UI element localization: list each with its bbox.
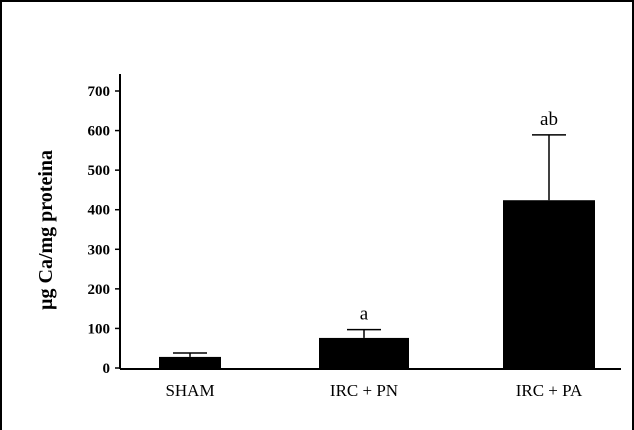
y-tick-label: 300: [88, 242, 111, 258]
x-axis: SHAM IRC + PN IRC + PA: [120, 368, 621, 400]
significance-label: a: [360, 304, 369, 325]
y-tick-label: 600: [88, 124, 111, 140]
y-tick-label: 400: [88, 203, 111, 219]
x-category-label: IRC + PA: [516, 381, 583, 400]
y-axis: 0 100 200 300 400 500 600 700: [88, 74, 121, 377]
bar: [503, 200, 595, 368]
x-category-label: SHAM: [165, 381, 214, 400]
bars: a ab: [159, 109, 595, 368]
y-tick-label: 200: [88, 282, 111, 298]
x-category-label: IRC + PN: [330, 381, 398, 400]
y-axis-title: µg Ca/mg proteina: [35, 150, 57, 310]
y-tick-label: 700: [88, 84, 111, 100]
significance-label: ab: [540, 109, 558, 130]
bar: [319, 337, 409, 368]
y-tick-label: 0: [103, 361, 111, 377]
y-tick-label: 500: [88, 163, 111, 179]
y-tick-label: 100: [88, 321, 111, 337]
bar: [159, 356, 221, 368]
